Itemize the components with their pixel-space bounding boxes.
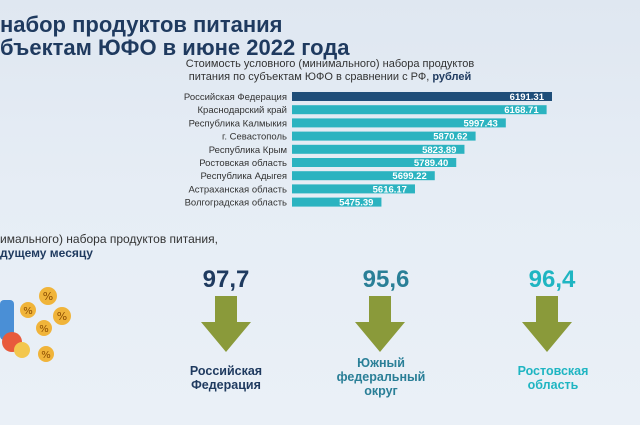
bar <box>292 158 457 167</box>
bar-value-label: 5699.22 <box>392 171 426 182</box>
bar <box>292 171 435 181</box>
down-arrow-icon <box>201 296 251 352</box>
section-subtitle: имального) набора продуктов питания, дущ… <box>0 232 218 260</box>
grocery-percent-illustration: % % % % % <box>0 287 71 362</box>
bar <box>292 105 547 115</box>
kpi-label-rf: Российская Федерация <box>151 364 301 392</box>
section-subtitle-line-2: дущему месяцу <box>0 246 93 260</box>
bar-category-label: Ростовская область <box>199 158 287 169</box>
bar <box>292 144 465 154</box>
bar-value-label: 6191.31 <box>510 92 545 103</box>
bar-value-label: 6168.71 <box>504 105 539 116</box>
bar-value-label: 5475.39 <box>339 198 373 209</box>
kpi-value-rf: 97,7 <box>202 266 250 293</box>
kpi-label-yufo: Южный федеральный округ <box>306 356 456 398</box>
bar <box>292 184 415 194</box>
bar <box>292 92 552 101</box>
svg-text:%: % <box>39 324 49 335</box>
down-arrow-icon <box>355 296 405 352</box>
down-arrow-icon <box>522 296 572 352</box>
bar-value-label: 5870.62 <box>433 132 467 143</box>
bar-category-label: Республика Адыгея <box>201 171 288 182</box>
chart-title-unit: рублей <box>432 71 472 83</box>
chart-title: Стоимость условного (минимального) набор… <box>120 58 540 84</box>
bar-value-label: 5823.89 <box>422 145 456 156</box>
kpi-label-yufo-line-2: федеральный <box>336 370 426 384</box>
kpi-label-rostov: Ростовская область <box>478 364 628 392</box>
kpi-label-rf-line-1: Российская <box>189 364 263 378</box>
bar-chart: Российская Федерация 6191.31 Краснодарский… <box>184 92 552 209</box>
kpi-label-rf-line-2: Федерация <box>191 378 261 392</box>
svg-text:%: % <box>57 310 67 323</box>
bar <box>292 118 506 128</box>
svg-text:%: % <box>43 290 53 303</box>
kpi-label-rostov-line-1: Ростовская <box>517 364 589 378</box>
chart-title-line-2: питания по субъектам ЮФО в сравнении с Р… <box>188 71 433 83</box>
bar-value-label: 5789.40 <box>414 158 448 169</box>
bar-category-label: Российская Федерация <box>184 92 287 103</box>
kpi-label-rostov-line-2: область <box>527 378 579 392</box>
kpi-value-yufo: 95,6 <box>362 266 410 293</box>
kpi-label-yufo-line-3: округ <box>364 384 398 398</box>
bar <box>292 131 476 141</box>
bar-category-label: г. Севастополь <box>222 132 287 143</box>
bar-category-label: Республика Крым <box>209 145 287 156</box>
bar-category-label: Республика Калмыкия <box>189 118 287 129</box>
chart-title-line-1: Стоимость условного (минимального) набор… <box>185 58 475 70</box>
section-subtitle-line-1: имального) набора продуктов питания, <box>0 232 218 246</box>
bar-value-label: 5616.17 <box>373 184 407 195</box>
bar-category-label: Астраханская область <box>188 184 287 195</box>
bar <box>292 197 382 207</box>
bar-category-label: Волгоградская область <box>185 198 287 209</box>
page-title-line-2: бъектам ЮФО в июне 2022 года <box>0 35 350 60</box>
svg-text:%: % <box>41 350 51 361</box>
bar-value-label: 5997.43 <box>463 118 497 129</box>
page-title-line-1: набор продуктов питания <box>0 12 283 37</box>
bar-category-label: Краснодарский край <box>198 105 287 116</box>
kpi-label-yufo-line-1: Южный <box>357 356 405 370</box>
svg-text:%: % <box>23 306 33 317</box>
kpi-value-rostov: 96,4 <box>528 266 576 293</box>
